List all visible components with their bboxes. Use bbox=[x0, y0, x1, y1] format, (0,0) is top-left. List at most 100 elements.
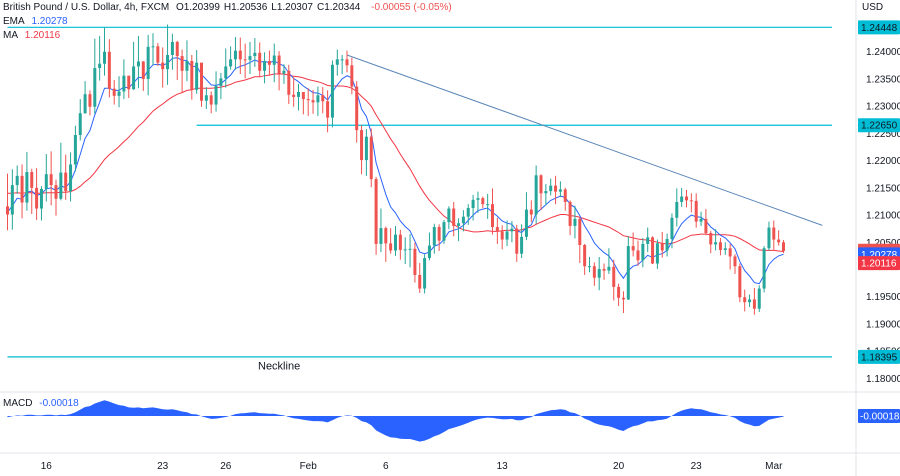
ma-line bbox=[7, 73, 784, 252]
candle-body bbox=[389, 243, 393, 251]
candle bbox=[685, 190, 688, 208]
x-tick-label: 13 bbox=[497, 461, 509, 472]
price-label-box bbox=[858, 256, 900, 271]
candle bbox=[588, 256, 591, 273]
ohlc-values: O1.20399 H1.20536 L1.20307 C1.20344 bbox=[176, 2, 364, 13]
candle bbox=[6, 173, 9, 231]
candle-body bbox=[510, 228, 514, 232]
candle bbox=[718, 237, 722, 256]
ma-layer bbox=[7, 73, 784, 252]
candle-body bbox=[287, 70, 291, 95]
ma-value: 1.20116 bbox=[24, 30, 61, 41]
candle-body bbox=[214, 86, 218, 105]
candle-body bbox=[549, 185, 553, 192]
candle-body bbox=[544, 191, 548, 194]
candle bbox=[195, 50, 199, 94]
candle-body bbox=[263, 60, 267, 71]
candle-body bbox=[195, 62, 199, 90]
candle bbox=[403, 237, 407, 265]
candle-body bbox=[107, 51, 111, 89]
price-label-box bbox=[858, 349, 900, 364]
candle bbox=[418, 262, 422, 293]
candle-body bbox=[190, 60, 194, 90]
candle-body bbox=[631, 246, 635, 251]
candle-body bbox=[651, 237, 655, 264]
candle-body bbox=[166, 54, 170, 70]
candle bbox=[529, 200, 533, 223]
candle-body bbox=[748, 299, 752, 303]
candle bbox=[689, 193, 693, 213]
y-tick-label: 1.19500 bbox=[866, 292, 900, 303]
candle-body bbox=[267, 60, 271, 65]
y-tick-label: 1.18000 bbox=[866, 374, 900, 385]
candle-body bbox=[88, 94, 92, 107]
candle-body bbox=[83, 94, 87, 114]
candle-body bbox=[224, 66, 228, 79]
candle bbox=[641, 237, 645, 268]
candle-body bbox=[277, 55, 281, 74]
candle-body bbox=[738, 266, 742, 298]
price-labels: 1.244481.226501.203441.202781.201161.183… bbox=[858, 20, 900, 423]
candle bbox=[364, 129, 368, 176]
candle bbox=[491, 188, 494, 235]
candle bbox=[78, 99, 82, 141]
candle bbox=[389, 228, 393, 254]
candle bbox=[88, 90, 92, 116]
candle-body bbox=[757, 288, 761, 309]
candle-body bbox=[694, 200, 698, 222]
symbol-title: British Pound / U.S. Dollar, 4h, FXCM bbox=[3, 2, 170, 13]
candle bbox=[340, 54, 344, 75]
legend-macd-row: MACD -0.00018 bbox=[3, 398, 83, 409]
candle bbox=[200, 62, 203, 107]
macd-pane bbox=[7, 400, 784, 442]
trendline[interactable] bbox=[346, 54, 823, 226]
candle bbox=[30, 168, 34, 214]
candle bbox=[655, 239, 659, 269]
candle bbox=[156, 43, 160, 66]
candle bbox=[25, 151, 29, 211]
candle bbox=[209, 91, 213, 114]
candle-body bbox=[394, 234, 397, 251]
candle bbox=[457, 218, 461, 242]
candle-body bbox=[316, 95, 320, 103]
candle bbox=[704, 209, 708, 236]
candle-body bbox=[461, 216, 465, 224]
candle bbox=[345, 50, 349, 73]
candle bbox=[132, 41, 136, 90]
candle bbox=[408, 234, 412, 268]
candle bbox=[15, 165, 19, 194]
ohlc-l: L1.20307 bbox=[271, 2, 313, 13]
candle bbox=[578, 217, 582, 263]
candle bbox=[665, 233, 669, 257]
price-label-text: 1.24448 bbox=[861, 23, 898, 34]
candle-body bbox=[10, 185, 14, 215]
candle-body bbox=[578, 218, 582, 245]
candle bbox=[204, 87, 208, 109]
candle bbox=[481, 196, 485, 208]
candle bbox=[461, 210, 465, 232]
candle-body bbox=[602, 268, 606, 271]
candle bbox=[583, 243, 587, 275]
candle-body bbox=[675, 201, 679, 218]
candle bbox=[660, 231, 664, 258]
candle-body bbox=[170, 41, 174, 55]
candle-body bbox=[752, 299, 756, 309]
candle bbox=[524, 192, 528, 241]
candle-body bbox=[782, 242, 785, 251]
candle bbox=[670, 213, 674, 249]
candle bbox=[83, 81, 87, 114]
candle bbox=[238, 37, 242, 75]
legend-ema-row: EMA 1.20278 bbox=[3, 16, 72, 27]
candle bbox=[258, 42, 262, 78]
candle bbox=[384, 226, 388, 262]
candle-body bbox=[282, 70, 286, 74]
candle bbox=[675, 188, 679, 227]
candle-body bbox=[151, 46, 155, 48]
candle bbox=[437, 224, 441, 251]
candle-body bbox=[762, 248, 766, 289]
candle-body bbox=[272, 55, 276, 65]
candle bbox=[520, 224, 524, 259]
candle bbox=[112, 80, 116, 105]
candle-body bbox=[127, 75, 131, 90]
